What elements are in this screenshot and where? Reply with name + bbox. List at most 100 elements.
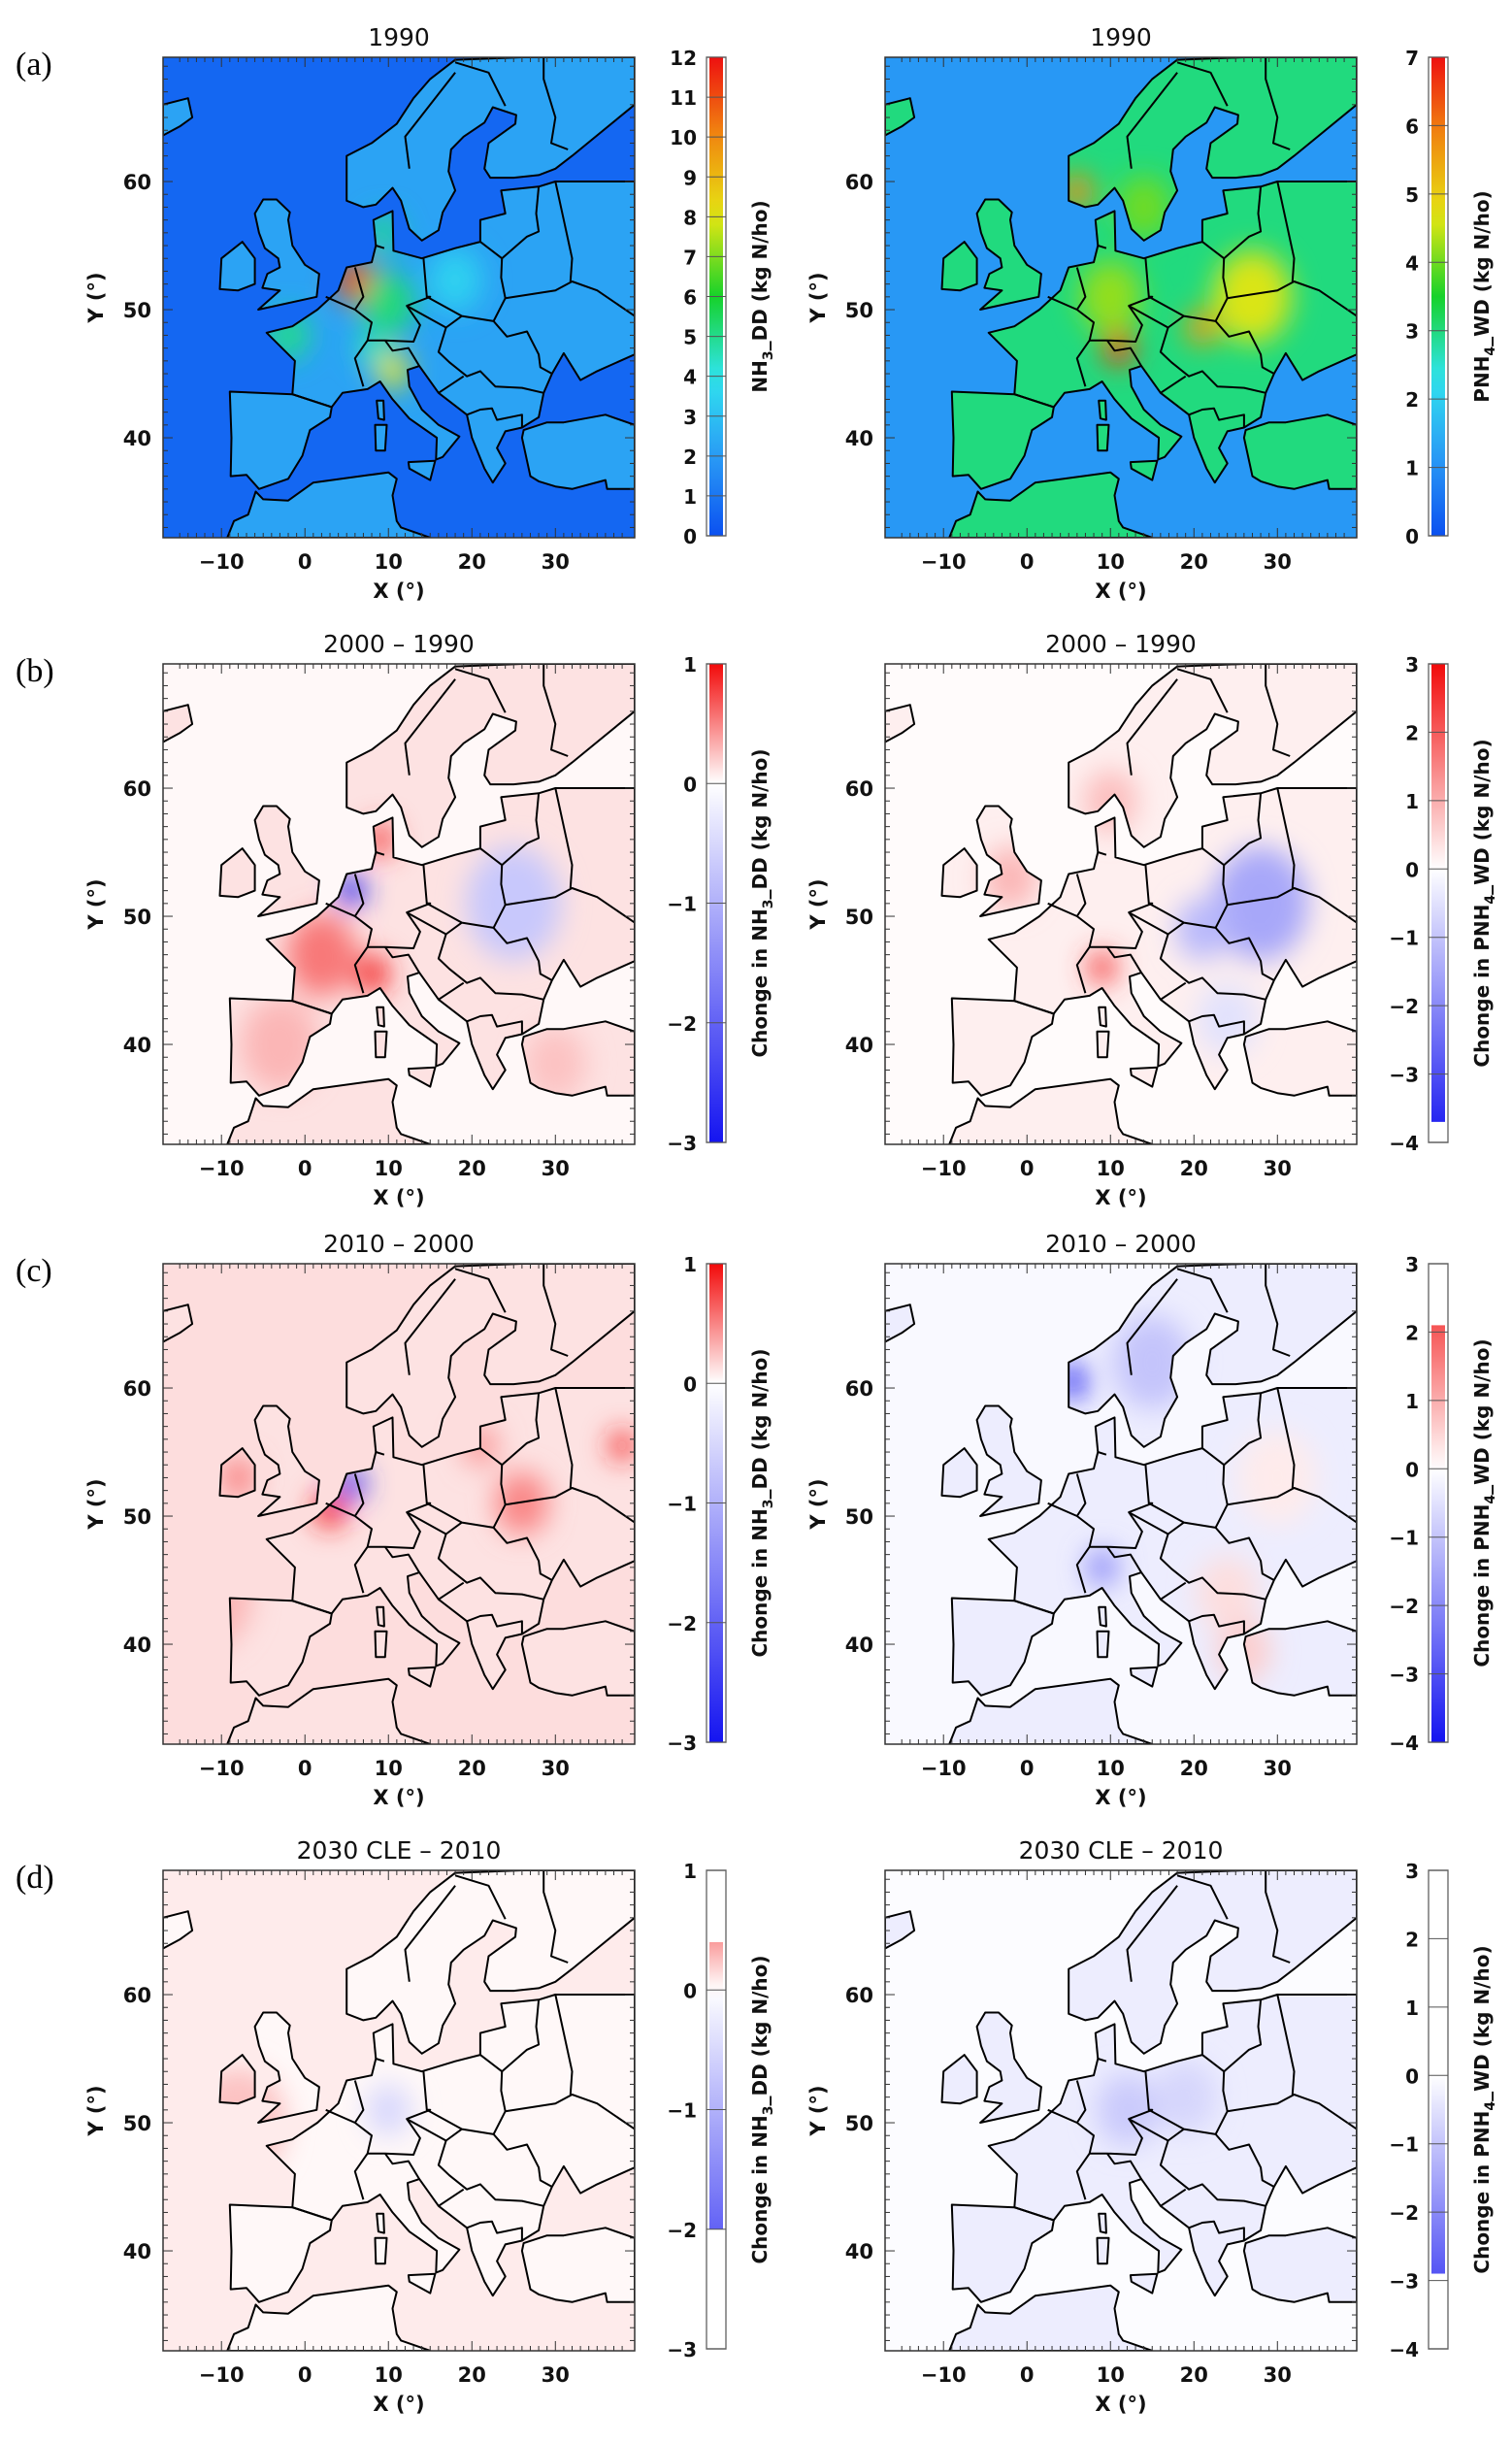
- country-border: [1265, 664, 1291, 757]
- panel-title: 1990: [1090, 23, 1152, 51]
- country-border: [454, 668, 507, 713]
- x-tick-label: 0: [1020, 550, 1035, 574]
- coastline: [407, 1066, 437, 1088]
- coastline: [345, 664, 635, 848]
- colorbar-label-species: NH: [748, 908, 772, 941]
- colorbar-tick-label: −1: [1389, 927, 1419, 950]
- country-border: [1276, 787, 1296, 889]
- country-border: [1159, 2140, 1266, 2207]
- coastline: [1098, 2212, 1107, 2234]
- coastline: [1242, 1020, 1357, 1097]
- country-border: [1223, 1999, 1263, 2072]
- y-tick-label: 40: [845, 427, 873, 450]
- colorbar-tick-label: 0: [1405, 858, 1419, 881]
- country-border: [501, 1999, 541, 2072]
- x-tick-label: 20: [458, 1157, 486, 1180]
- colorbar-tick-label: 2: [1405, 1321, 1419, 1344]
- country-border: [1176, 1268, 1229, 1313]
- colorbar-fill: [1431, 2075, 1445, 2274]
- coastline: [520, 1020, 635, 1097]
- country-border: [1227, 281, 1357, 317]
- country-border: [1075, 1473, 1087, 1517]
- x-tick-label: −10: [921, 550, 967, 574]
- deposition-hotspot: [609, 1431, 635, 1460]
- deposition-hotspot: [1186, 309, 1219, 347]
- country-border: [1214, 320, 1275, 375]
- x-tick-label: 0: [298, 1757, 312, 1780]
- coastline: [520, 2227, 635, 2303]
- x-tick-label: 0: [1020, 1757, 1035, 1780]
- colorbar-tick-label: 7: [1405, 47, 1419, 70]
- country-border: [1214, 927, 1275, 981]
- country-border: [1227, 887, 1357, 924]
- country-border: [1105, 946, 1142, 974]
- colorbar-tick-label: −1: [667, 893, 697, 916]
- map-panel: (c) 2010 – 2000 −10 0 10 20 30 40 50 60 X (°) Y (°)…: [0, 1206, 776, 1813]
- colorbar-tick-label: 5: [683, 326, 697, 349]
- coastline: [218, 2054, 256, 2105]
- coastline: [940, 1447, 978, 1499]
- country-border: [438, 375, 465, 394]
- country-border: [1013, 1600, 1055, 1615]
- colorbar-tick-label: 0: [1405, 2064, 1419, 2088]
- map-panel: 2030 CLE – 2010 −10 0 10 20 30 40 50 60 X (°) Y (°…: [722, 1813, 1498, 2420]
- y-tick-label: 40: [845, 1034, 873, 1057]
- colorbar-label-prefix: Chonge in: [748, 941, 772, 1058]
- colorbar-label: Chonge in NH3_DD (kg N/ho): [748, 748, 776, 1057]
- country-border: [554, 1387, 574, 1489]
- y-axis-title: Y (°): [806, 2085, 830, 2136]
- country-border: [383, 340, 420, 367]
- x-axis-title: X (°): [1095, 1786, 1146, 1809]
- country-border: [1126, 1278, 1178, 1375]
- colorbar-tick-label: 3: [1405, 1253, 1419, 1276]
- y-tick-label: 50: [845, 2112, 873, 2135]
- colorbar-tick-label: 10: [670, 126, 697, 149]
- y-tick-label: 40: [123, 2240, 151, 2263]
- country-border: [1098, 1451, 1107, 1456]
- y-tick-label: 60: [845, 1984, 873, 2007]
- colorbar-tick-label: −2: [667, 1612, 697, 1635]
- coastline: [1098, 399, 1107, 421]
- country-border: [1265, 1264, 1291, 1357]
- y-axis-title: Y (°): [84, 878, 108, 930]
- coastline: [1129, 459, 1159, 481]
- coastline: [253, 805, 320, 917]
- deposition-hotspot: [1175, 897, 1230, 961]
- coastline: [376, 1006, 385, 1028]
- y-tick-label: 40: [845, 1634, 873, 1657]
- country-border: [1176, 668, 1229, 713]
- deposition-hotspot: [1096, 2073, 1159, 2147]
- colorbar-label: Chonge in NH3_DD (kg N/ho): [748, 1348, 776, 1657]
- colorbar-tick-label: −3: [667, 1132, 697, 1155]
- coastline: [1096, 1630, 1110, 1659]
- x-tick-label: 0: [298, 550, 312, 574]
- colorbar-label-suffix: _DD (kg N/ho): [748, 1348, 772, 1499]
- coastline: [885, 704, 916, 743]
- colorbar-label-prefix: Chonge in: [748, 2148, 772, 2264]
- colorbar-tick-label: 11: [670, 86, 697, 110]
- y-tick-label: 60: [845, 171, 873, 194]
- colorbar-label-prefix: Chonge in: [1470, 2158, 1494, 2274]
- country-border: [1047, 2108, 1095, 2200]
- country-border: [492, 320, 553, 375]
- map-panel: (b) 2000 – 1990 −10 0 10 20 30 40 50 60 X (°) Y (°)…: [0, 607, 776, 1213]
- colorbar-label-suffix: _WD (kg N/ho): [1470, 1945, 1494, 2101]
- coastline: [374, 2236, 388, 2265]
- coastline: [1096, 2236, 1110, 2265]
- x-tick-label: 10: [375, 1757, 403, 1780]
- x-tick-label: 30: [542, 2363, 570, 2387]
- panel-title: 2030 CLE – 2010: [297, 1836, 502, 1865]
- colorbar-tick-label: 1: [683, 653, 697, 677]
- deposition-hotspot: [1213, 846, 1309, 961]
- coastline: [345, 1870, 635, 2055]
- country-border: [404, 72, 456, 169]
- coastline: [975, 805, 1042, 917]
- coastline: [1242, 1620, 1357, 1697]
- country-border: [353, 2080, 365, 2124]
- map-panel: 2000 – 1990 −10 0 10 20 30 40 50 60 X (°) Y (°) 3 2 1…: [722, 607, 1498, 1213]
- deposition-hotspot: [355, 329, 388, 367]
- country-border: [466, 1013, 523, 1035]
- country-border: [353, 1473, 365, 1517]
